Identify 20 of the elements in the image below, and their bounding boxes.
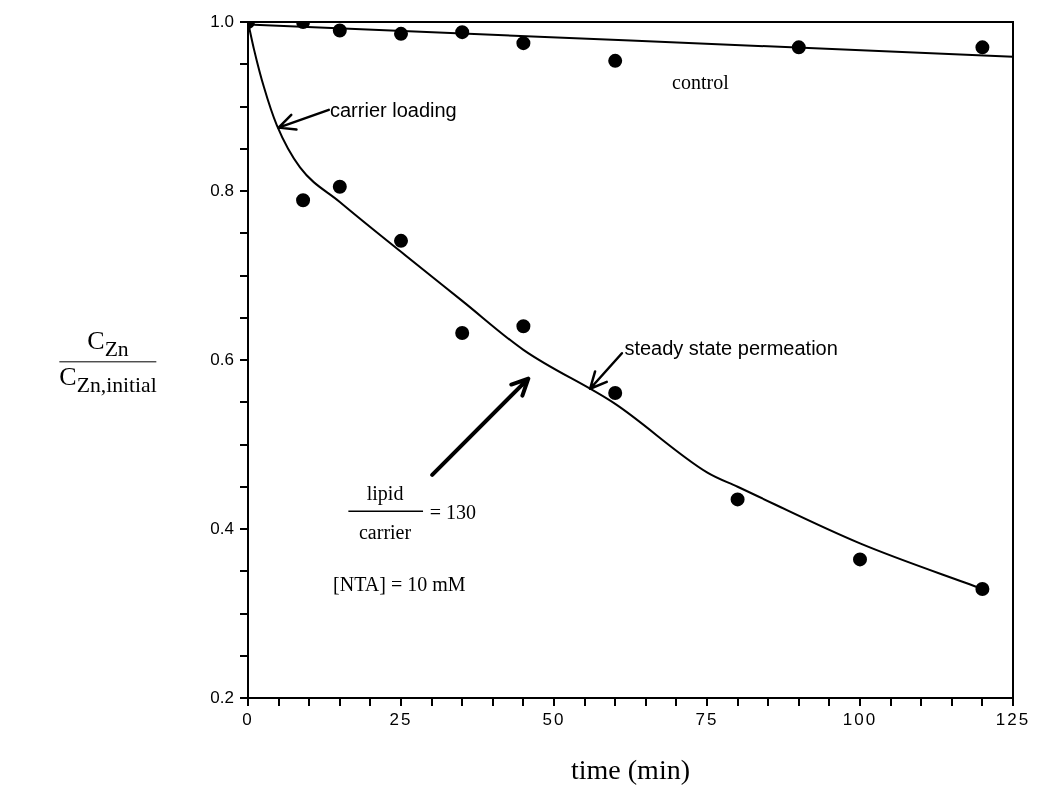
x-axis-title: time (min)	[571, 754, 690, 786]
x-tick-label: 100	[842, 710, 878, 730]
annotation: = 130	[429, 500, 477, 524]
y-tick-label: 0.4	[210, 518, 234, 538]
annotation: steady state permeation	[624, 336, 838, 360]
y-tick-label: 1.0	[210, 11, 234, 31]
y-tick-label: 0.2	[210, 687, 234, 707]
x-tick-label: 50	[542, 710, 566, 730]
x-tick-label: 75	[695, 710, 719, 730]
annotation: [NTA] = 10 mM	[333, 572, 466, 596]
annotation: lipid	[366, 481, 404, 505]
x-tick-label: 125	[995, 710, 1031, 730]
x-tick-label: 0	[242, 710, 254, 730]
x-tick-label: 25	[389, 710, 413, 730]
annotation: control	[672, 70, 729, 94]
annotation: carrier loading	[330, 98, 457, 122]
text: C$_{Zn}$ C$_{Zn,initial}$	[59, 326, 157, 397]
annotation: carrier	[358, 520, 412, 544]
y-tick-label: 0.6	[210, 349, 234, 369]
y-tick-label: 0.8	[210, 180, 234, 200]
